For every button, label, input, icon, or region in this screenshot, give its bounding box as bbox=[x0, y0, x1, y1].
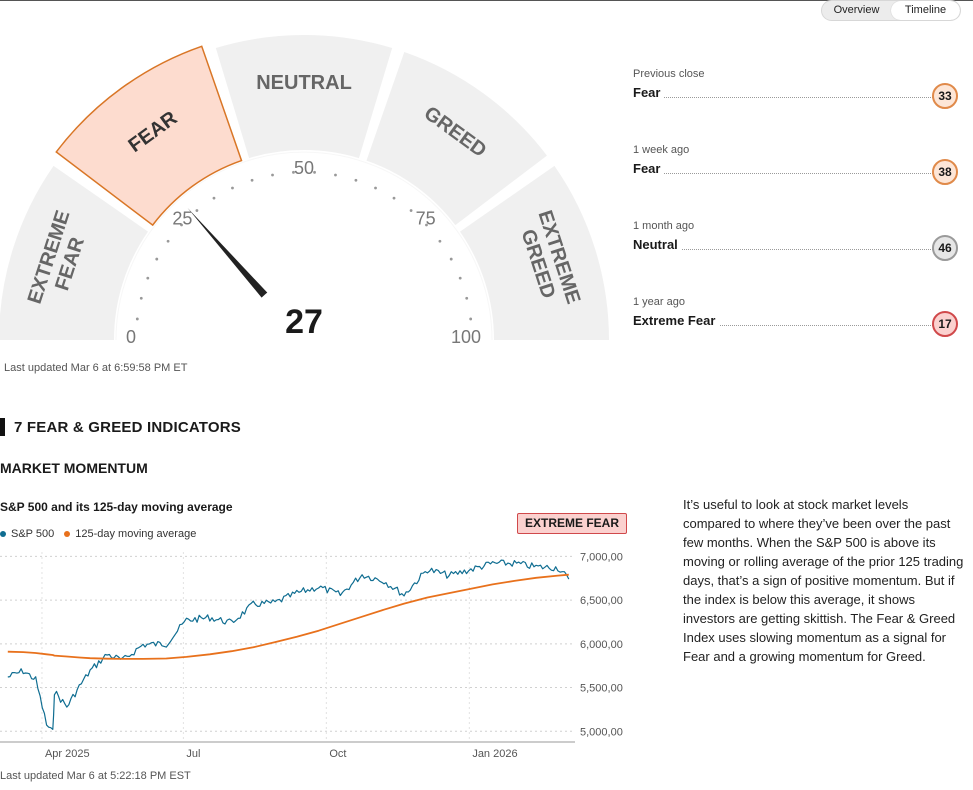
y-tick-label: 5,500,00 bbox=[580, 683, 623, 695]
gauge-tick bbox=[374, 186, 377, 190]
momentum-chart[interactable]: 7,000,00 6,500,00 6,000,00 5,500,00 5,000,00… bbox=[0, 540, 640, 765]
gauge-value: 27 bbox=[285, 303, 323, 341]
score-badge: 46 bbox=[932, 235, 958, 261]
fear-greed-gauge: 0 25 50 75 100 EXTREME FEAR FEAR NEUTRAL GREED EX… bbox=[0, 0, 620, 400]
x-tick-label: Jul bbox=[186, 748, 200, 760]
gauge-tick bbox=[212, 196, 216, 200]
x-tick-label: Oct bbox=[329, 748, 346, 760]
y-tick-label: 7,000,00 bbox=[580, 551, 623, 563]
gauge-tick bbox=[271, 173, 274, 177]
momentum-title: MARKET MOMENTUM bbox=[0, 460, 148, 476]
gauge-scale-label: 0 bbox=[126, 327, 136, 347]
top-rule bbox=[0, 0, 973, 1]
gauge-tick bbox=[146, 276, 150, 280]
chart-legend: S&P 500 125-day moving average bbox=[0, 528, 196, 540]
history-label: Extreme Fear bbox=[633, 313, 720, 328]
gauge-tick bbox=[166, 239, 170, 243]
gauge-tick bbox=[250, 178, 254, 182]
y-tick-label: 5,000,00 bbox=[580, 726, 623, 738]
zone-label-text: NEUTRAL bbox=[256, 72, 352, 94]
dotted-leader bbox=[633, 97, 933, 98]
score-badge: 38 bbox=[932, 159, 958, 185]
x-tick-label: Apr 2025 bbox=[45, 748, 90, 760]
series-line-moving-average bbox=[7, 573, 569, 660]
dotted-leader bbox=[633, 249, 933, 250]
history-label: Neutral bbox=[633, 237, 682, 252]
gauge-tick bbox=[449, 257, 453, 261]
zone-neutral-label: NEUTRAL bbox=[256, 72, 352, 94]
gauge-tick bbox=[409, 209, 413, 212]
gauge-tick bbox=[180, 223, 183, 227]
legend-item-sp500[interactable]: S&P 500 bbox=[0, 528, 54, 540]
score-badge: 33 bbox=[932, 83, 958, 109]
gauge-scale-labels: 0 25 50 75 100 bbox=[126, 158, 481, 347]
gauge-scale-label: 25 bbox=[172, 208, 192, 228]
history-when: 1 year ago bbox=[633, 296, 685, 308]
legend-dot-sp500 bbox=[0, 531, 6, 537]
zone-extreme-fear bbox=[0, 165, 148, 340]
gauge-tick bbox=[292, 170, 295, 174]
legend-label: 125-day moving average bbox=[75, 528, 197, 540]
legend-item-moving-average[interactable]: 125-day moving average bbox=[64, 528, 196, 540]
history-item-1-month: 1 month ago Neutral 46 bbox=[633, 212, 963, 288]
score-badge: 17 bbox=[932, 311, 958, 337]
zone-extreme-greed bbox=[460, 165, 609, 340]
view-toggle[interactable]: Overview Timeline bbox=[821, 0, 961, 21]
gauge-tick bbox=[354, 178, 358, 182]
gauge-tick bbox=[231, 186, 234, 190]
tab-overview[interactable]: Overview bbox=[833, 4, 880, 16]
history-when: Previous close bbox=[633, 68, 705, 80]
heading-bar bbox=[0, 418, 5, 436]
indicators-title: 7 FEAR & GREED INDICATORS bbox=[14, 418, 241, 436]
indicators-heading: 7 FEAR & GREED INDICATORS bbox=[0, 418, 241, 436]
gauge-tick bbox=[438, 239, 442, 243]
gauge-tick bbox=[458, 276, 462, 280]
gauge-tick bbox=[195, 209, 199, 212]
zone-neutral bbox=[215, 34, 393, 159]
y-tick-label: 6,500,00 bbox=[580, 595, 623, 607]
history-item-1-year: 1 year ago Extreme Fear 17 bbox=[633, 288, 963, 364]
history-when: 1 week ago bbox=[633, 144, 690, 156]
chart-title: S&P 500 and its 125-day moving average bbox=[0, 500, 233, 514]
gauge-tick bbox=[465, 296, 469, 300]
gauge-zones bbox=[0, 34, 609, 341]
gauge-tick bbox=[135, 317, 139, 321]
history-label: Fear bbox=[633, 85, 665, 100]
legend-dot-moving-average bbox=[64, 531, 71, 537]
needle-shape bbox=[187, 207, 283, 315]
series-line-sp500 bbox=[7, 559, 570, 730]
gauge-tick bbox=[469, 317, 473, 321]
gauge-tick bbox=[392, 196, 396, 200]
gauge-last-updated: Last updated Mar 6 at 6:59:58 PM ET bbox=[4, 362, 188, 374]
gauge-scale-label: 50 bbox=[294, 158, 314, 178]
gauge-tick bbox=[425, 223, 428, 227]
history-label: Fear bbox=[633, 161, 665, 176]
gauge-inner-track bbox=[115, 151, 493, 341]
x-tick-label: Jan 2026 bbox=[472, 748, 517, 760]
gauge-tick bbox=[334, 173, 337, 177]
zone-greed bbox=[366, 51, 547, 226]
dotted-leader bbox=[633, 325, 933, 326]
gauge-scale-label: 100 bbox=[451, 327, 481, 347]
history-item-1-week: 1 week ago Fear 38 bbox=[633, 136, 963, 212]
history-when: 1 month ago bbox=[633, 220, 695, 232]
gauge-scale-label: 75 bbox=[416, 208, 436, 228]
momentum-last-updated: Last updated Mar 6 at 5:22:18 PM EST bbox=[0, 770, 191, 782]
gauge-tick bbox=[313, 170, 316, 174]
gauge-needle bbox=[187, 207, 283, 315]
history-item-previous-close: Previous close Fear 33 bbox=[633, 60, 963, 136]
legend-label: S&P 500 bbox=[11, 528, 55, 540]
gauge-tick bbox=[139, 296, 143, 300]
y-tick-label: 6,000,00 bbox=[580, 639, 623, 651]
dotted-leader bbox=[633, 173, 933, 174]
gauge-tick bbox=[155, 257, 159, 261]
score-history: Previous close Fear 33 1 week ago Fear 3… bbox=[633, 60, 963, 364]
momentum-rating-badge: EXTREME FEAR bbox=[517, 513, 628, 534]
zone-fear bbox=[55, 45, 243, 227]
gauge-ticks bbox=[135, 170, 473, 321]
tab-timeline[interactable]: Timeline bbox=[891, 1, 960, 20]
momentum-description: It’s useful to look at stock market leve… bbox=[683, 497, 964, 664]
